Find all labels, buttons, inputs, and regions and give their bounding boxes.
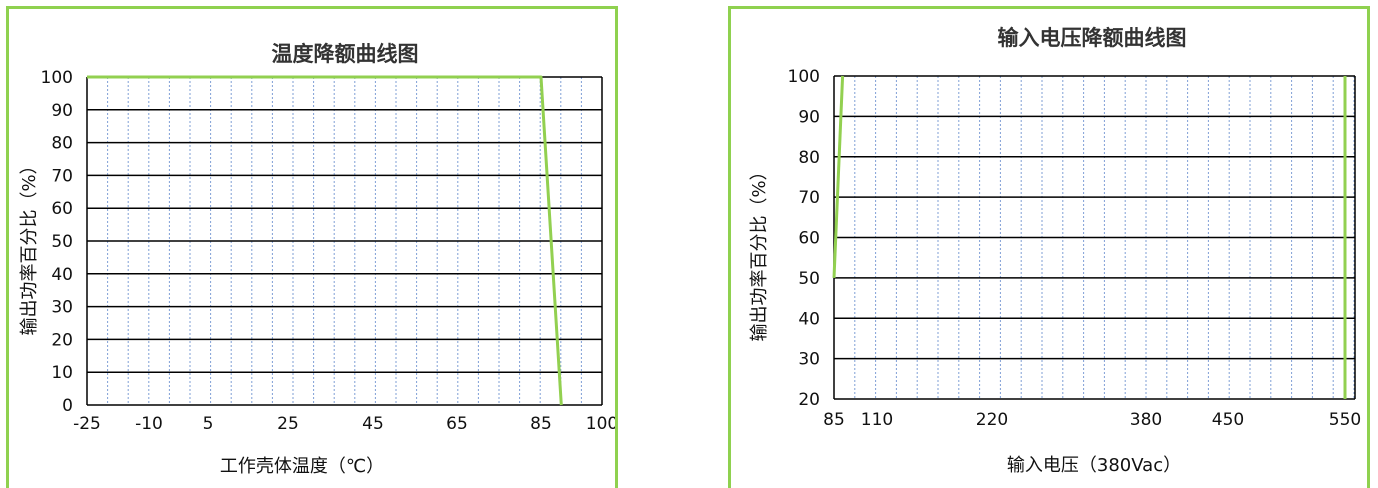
x-tick-label: 550: [1329, 410, 1361, 430]
y-axis-label: 输出功率百分比（%）: [19, 156, 40, 335]
x-tick-label: 110: [861, 410, 893, 430]
y-tick-label: 80: [798, 148, 820, 168]
horizontal-gridlines: [86, 76, 603, 406]
x-axis-label: 工作壳体温度（℃）: [220, 456, 384, 477]
x-tick-labels: 85 110 220 380 450 550: [823, 410, 1361, 430]
y-tick-label: 0: [62, 396, 73, 416]
x-tick-label: 100: [586, 414, 615, 434]
x-tick-label: 450: [1212, 410, 1244, 430]
x-tick-label: 5: [203, 414, 214, 434]
voltage-derating-chart: 输入电压降额曲线图 20 30 40 50 60 70 80 90 100 85 110 220 38…: [749, 26, 1361, 476]
y-tick-labels: 20 30 40 50 60 70 80 90 100: [788, 67, 820, 410]
x-tick-label: 85: [530, 414, 552, 434]
chart-title: 输入电压降额曲线图: [998, 26, 1187, 50]
x-tick-label: 65: [446, 414, 468, 434]
series-lines: [832, 75, 1347, 399]
y-tick-label: 50: [798, 269, 820, 289]
y-tick-label: 100: [788, 67, 820, 87]
x-tick-label: 45: [362, 414, 384, 434]
horizontal-gridlines: [833, 75, 1356, 400]
x-axis-label: 输入电压（380Vac）: [1007, 455, 1181, 476]
y-tick-label: 100: [41, 68, 73, 88]
y-tick-label: 50: [51, 232, 73, 252]
y-axis-label: 输出功率百分比（%）: [749, 162, 770, 341]
series-line: [832, 75, 845, 278]
y-tick-label: 10: [51, 363, 73, 383]
y-tick-label: 90: [798, 107, 820, 127]
x-tick-label: 85: [823, 410, 845, 430]
voltage-derating-chart-panel: 输入电压降额曲线图 20 30 40 50 60 70 80 90 100 85 110 220 38…: [728, 6, 1370, 488]
series-line: [87, 75, 563, 406]
chart-title: 温度降额曲线图: [272, 42, 419, 66]
x-tick-labels: -25 -10 5 25 45 65 85 100: [73, 414, 615, 434]
y-tick-label: 60: [798, 229, 820, 249]
y-tick-labels: 0 10 20 30 40 50 60 70 80 90 100: [41, 68, 73, 416]
y-tick-label: 30: [798, 350, 820, 370]
y-tick-label: 80: [51, 134, 73, 154]
x-tick-label: -25: [73, 414, 101, 434]
y-tick-label: 30: [51, 298, 73, 318]
series-lines: [87, 75, 563, 406]
x-tick-label: 220: [976, 410, 1008, 430]
x-tick-label: 380: [1130, 410, 1162, 430]
y-tick-label: 20: [798, 390, 820, 410]
temperature-derating-chart: 温度降额曲线图 0 10 20 30 40 50 60 70 80 90 100 -25 -10 5 25…: [19, 42, 615, 477]
x-tick-label: 25: [277, 414, 299, 434]
y-tick-label: 70: [798, 188, 820, 208]
y-tick-label: 90: [51, 101, 73, 121]
y-tick-label: 70: [51, 166, 73, 186]
y-tick-label: 40: [798, 309, 820, 329]
temperature-derating-chart-panel: 温度降额曲线图 0 10 20 30 40 50 60 70 80 90 100 -25 -10 5 25…: [6, 6, 618, 488]
y-tick-label: 40: [51, 265, 73, 285]
y-tick-label: 60: [51, 199, 73, 219]
x-tick-label: -10: [135, 414, 163, 434]
y-tick-label: 20: [51, 330, 73, 350]
